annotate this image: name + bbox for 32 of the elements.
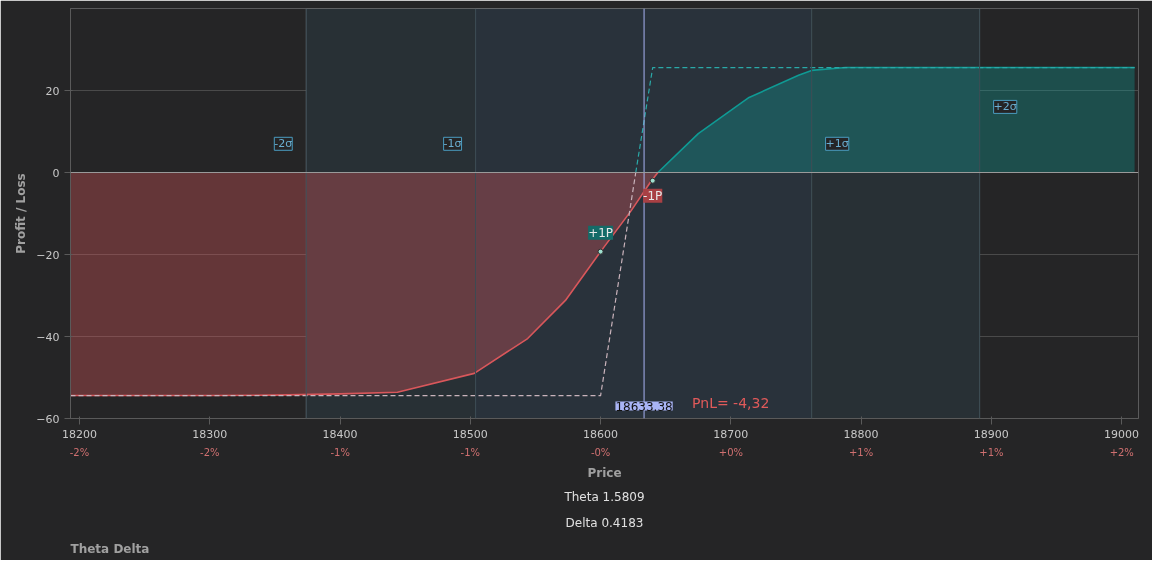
x2-tick-label: -2% <box>69 446 90 458</box>
annotation: PnL= -4,32 <box>692 394 770 411</box>
x2-tick-label: +2% <box>1109 446 1134 458</box>
x2-tick-label: -2% <box>200 446 220 458</box>
text: Delta 0.4183 <box>565 515 644 530</box>
x2-tick-label: +0% <box>718 446 744 458</box>
annotation: -1P <box>643 188 663 203</box>
y-tick-label: 20 <box>45 84 60 98</box>
x-tick-label: 18900 <box>973 427 1009 441</box>
x-tick-label: 18700 <box>713 427 749 441</box>
x-tick-label: 18300 <box>192 427 228 441</box>
y-tick-label: −40 <box>36 330 60 344</box>
annotation: +1P <box>588 225 614 240</box>
x-tick-label: 19000 <box>1104 427 1140 441</box>
x2-tick-label: -0% <box>590 446 611 458</box>
x-tick-label: 18600 <box>583 427 619 441</box>
x-tick-label: 18500 <box>452 427 488 441</box>
x-axis-title: Price <box>587 465 622 480</box>
y-tick-label: −20 <box>36 248 60 262</box>
y-tick-label: 0 <box>52 166 60 180</box>
x-tick-label: 18800 <box>843 427 879 441</box>
text: Theta 1.5809 <box>563 489 645 504</box>
x-tick-label: 18200 <box>62 427 98 441</box>
x-tick-label: 18400 <box>322 427 358 441</box>
x2-tick-label: +1% <box>979 446 1004 458</box>
x2-tick-label: -1% <box>330 446 350 458</box>
y-axis-title: Profit / Loss <box>14 173 29 254</box>
x2-tick-label: -1% <box>460 446 481 458</box>
ref-line-label: 18633.38 <box>615 399 673 414</box>
y-tick-label: −60 <box>36 412 60 426</box>
text: Theta Delta <box>70 541 150 556</box>
x2-tick-label: +1% <box>848 446 874 458</box>
